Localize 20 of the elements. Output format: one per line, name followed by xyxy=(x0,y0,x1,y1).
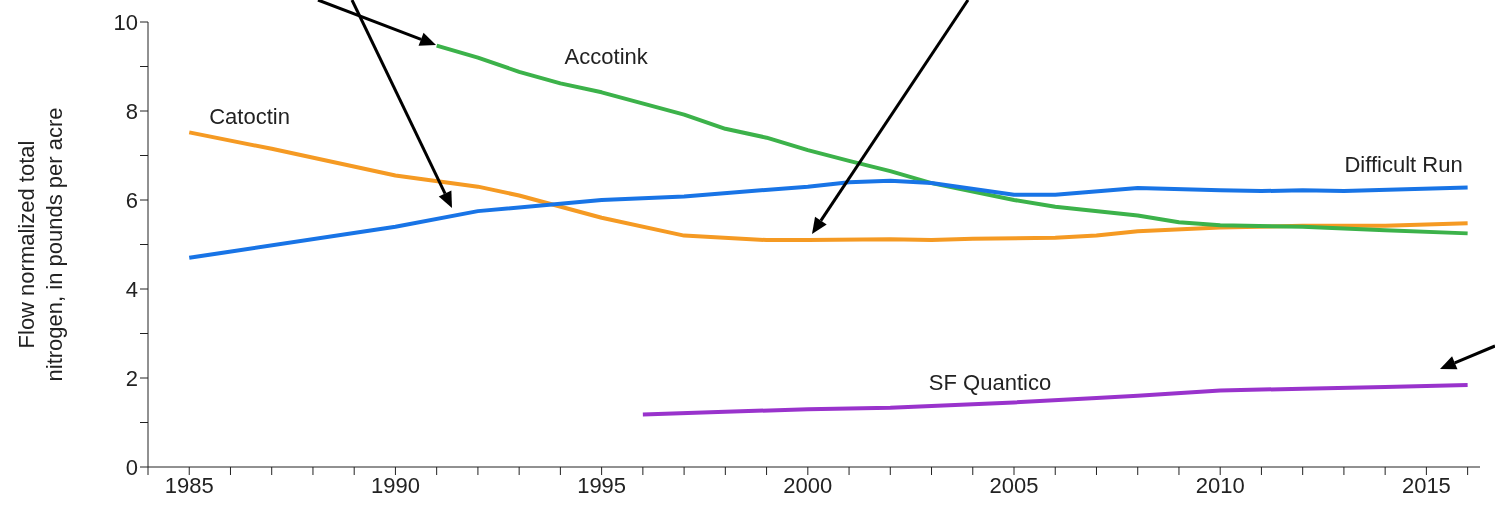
y-tick-label: 10 xyxy=(113,9,138,35)
y-tick-label: 0 xyxy=(125,454,138,480)
y-tick-label: 6 xyxy=(125,187,138,213)
y-axis-title: Flow normalized total nitrogen, in pounds per acre xyxy=(14,107,67,382)
x-tick-label: 2010 xyxy=(1195,472,1245,498)
x-tick-label: 1985 xyxy=(164,472,214,498)
line-series xyxy=(187,178,1470,260)
x-tick-label: 2015 xyxy=(1401,472,1451,498)
series-label: SF Quantico xyxy=(928,370,1052,396)
y-tick-label: 4 xyxy=(125,276,138,302)
line-series xyxy=(187,130,1470,243)
series-label: Accotink xyxy=(564,44,649,70)
series-label: Catoctin xyxy=(209,104,290,130)
y-tick-label: 2 xyxy=(125,365,138,391)
x-tick-label: 2005 xyxy=(989,472,1039,498)
x-tick-label: 1990 xyxy=(370,472,420,498)
y-tick-label: 8 xyxy=(125,98,138,124)
x-tick-label: 2000 xyxy=(783,472,833,498)
series-label: Difficult Run xyxy=(1344,151,1463,177)
x-tick-label: 1995 xyxy=(577,472,627,498)
